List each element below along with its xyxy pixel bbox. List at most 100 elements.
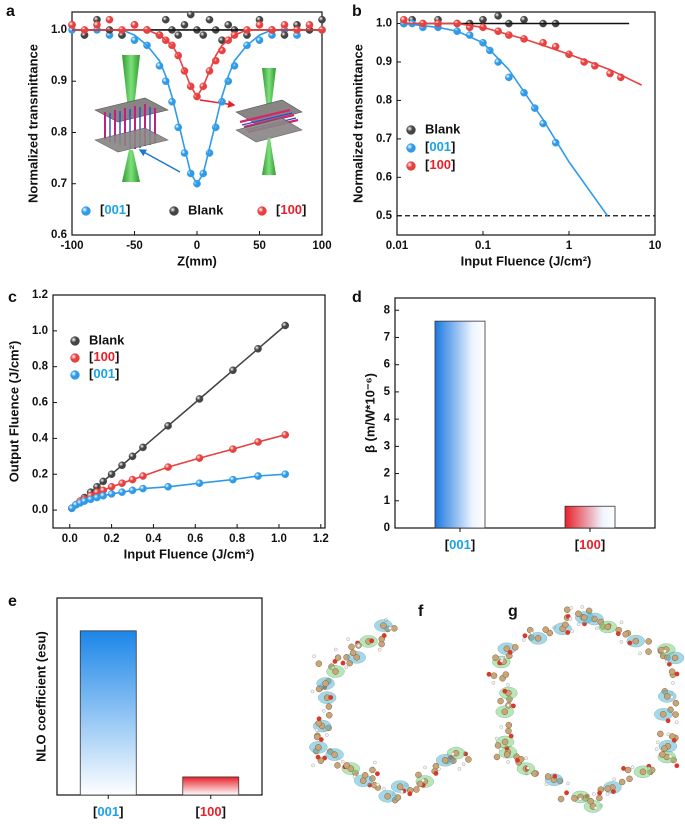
atom [325, 703, 333, 710]
atom [321, 709, 326, 713]
y-tick-label: 8 [384, 304, 391, 316]
text-part: 001 [104, 202, 126, 217]
data-point [199, 31, 208, 39]
x-axis-title: Z(mm) [177, 253, 217, 268]
atom [655, 740, 660, 745]
data-point [130, 21, 139, 29]
text-part: 100 [429, 157, 451, 172]
atom [314, 728, 319, 732]
text-part: [ [276, 202, 281, 217]
atom [316, 716, 322, 722]
atom [361, 772, 369, 779]
data-point [254, 344, 262, 353]
legend-marker [257, 206, 267, 216]
data-point [229, 445, 237, 453]
x-tick-label: 50 [253, 240, 266, 252]
data-point [195, 479, 204, 487]
atom [663, 693, 671, 700]
text-part: [ [575, 537, 580, 552]
atom [450, 752, 455, 756]
atom [576, 622, 581, 627]
y-tick-label: 0.8 [376, 94, 393, 106]
atom [604, 785, 612, 792]
atom [396, 783, 404, 790]
legend-marker [70, 370, 80, 380]
x-tick-label: 0.0 [62, 533, 78, 545]
text-part: [ [196, 804, 201, 819]
y-tick-label: 1.0 [32, 325, 48, 337]
atom [334, 762, 341, 769]
data-point [400, 15, 408, 24]
x-tick-label: [100] [575, 537, 605, 552]
data-point [195, 395, 204, 403]
atom [571, 795, 578, 802]
panel-label: g [508, 603, 518, 620]
atom [674, 763, 680, 769]
legend-label: [001] [100, 202, 130, 217]
atom [508, 733, 514, 739]
y-tick-label: 0.0 [32, 504, 48, 516]
data-point [180, 21, 189, 29]
text-part: ] [115, 349, 119, 364]
data-point [229, 475, 237, 484]
atom [315, 660, 323, 667]
data-point [99, 477, 108, 486]
atom [592, 792, 596, 796]
data-point [161, 15, 170, 24]
atom [564, 790, 569, 796]
y-tick-label: 0.7 [51, 178, 67, 190]
x-tick-label: [001] [445, 537, 475, 552]
y-tick-label: 2 [384, 468, 390, 480]
atom [407, 791, 413, 797]
atom [312, 654, 316, 659]
atom [349, 649, 357, 657]
atom [457, 767, 462, 771]
x-tick-label: 100 [312, 240, 331, 252]
atom [534, 635, 542, 642]
atom [666, 732, 671, 736]
atom [313, 733, 321, 741]
data-point [68, 21, 76, 29]
x-tick-label: 0.4 [145, 533, 162, 545]
legend-label: [100] [276, 202, 306, 217]
bar [564, 505, 616, 529]
text-part: 100 [200, 804, 222, 819]
legend-label: Blank [188, 202, 224, 217]
data-point [520, 15, 528, 24]
data-point [255, 36, 264, 44]
atom [611, 789, 616, 795]
atom [348, 643, 355, 651]
atom [317, 757, 325, 764]
bar [182, 776, 240, 796]
x-tick-label: 0.1 [475, 240, 492, 252]
y-tick-label: 3 [384, 440, 390, 452]
x-tick-label: [001] [93, 804, 123, 819]
atom [388, 626, 392, 630]
atom [569, 606, 574, 610]
legend-label: [100] [425, 157, 455, 172]
text-part: ] [302, 202, 306, 217]
data-point [494, 12, 502, 20]
data-point [174, 31, 183, 39]
atom [352, 774, 357, 779]
atom [597, 790, 602, 796]
atom [530, 631, 534, 635]
atom [503, 645, 511, 652]
inset-left [94, 55, 169, 182]
atom [544, 773, 552, 780]
atom [359, 777, 367, 784]
atom [627, 640, 633, 646]
data-point [305, 21, 314, 29]
text-part: 100 [93, 349, 115, 364]
text-part: ] [601, 537, 605, 552]
atom [594, 626, 599, 631]
atom [318, 737, 324, 742]
atom [587, 797, 594, 805]
data-point [280, 21, 289, 29]
atom [497, 697, 504, 705]
atom [562, 621, 569, 629]
data-point [186, 10, 195, 19]
legend-label: [001] [89, 366, 119, 381]
atom [604, 623, 612, 631]
